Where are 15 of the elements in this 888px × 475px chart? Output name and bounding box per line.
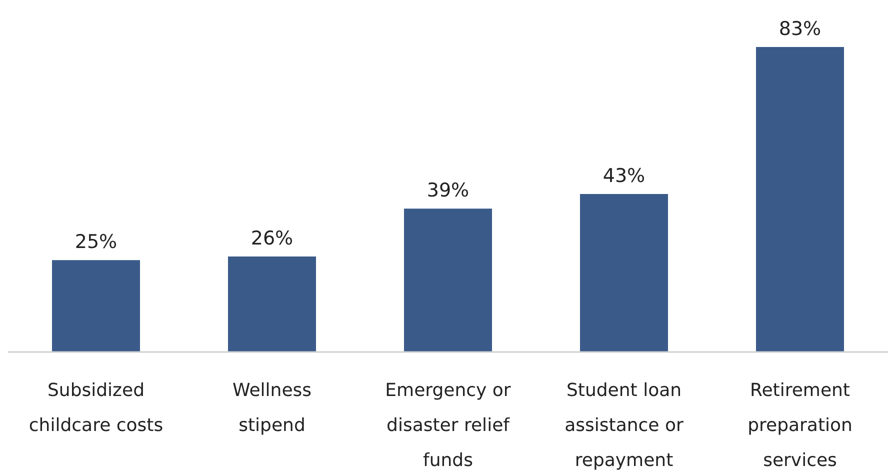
x-tick-label: Emergency or disaster relief funds [385,380,512,471]
data-label: 83% [778,18,822,40]
bar [52,260,140,352]
x-tick-label: Wellness stipend [232,380,312,436]
data-label: 39% [426,180,470,202]
x-tick-label: Retirement preparation services [748,380,852,471]
data-label: 43% [602,164,646,187]
x-tick-label: Student loan assistance or repayment [564,380,684,471]
x-tick-label: Subsidized childcare costs [28,380,164,436]
bar [228,256,316,352]
bar [580,194,668,352]
bar [756,47,844,352]
bar [404,208,492,352]
data-label: 25% [74,231,118,254]
data-label: 26% [250,227,294,250]
